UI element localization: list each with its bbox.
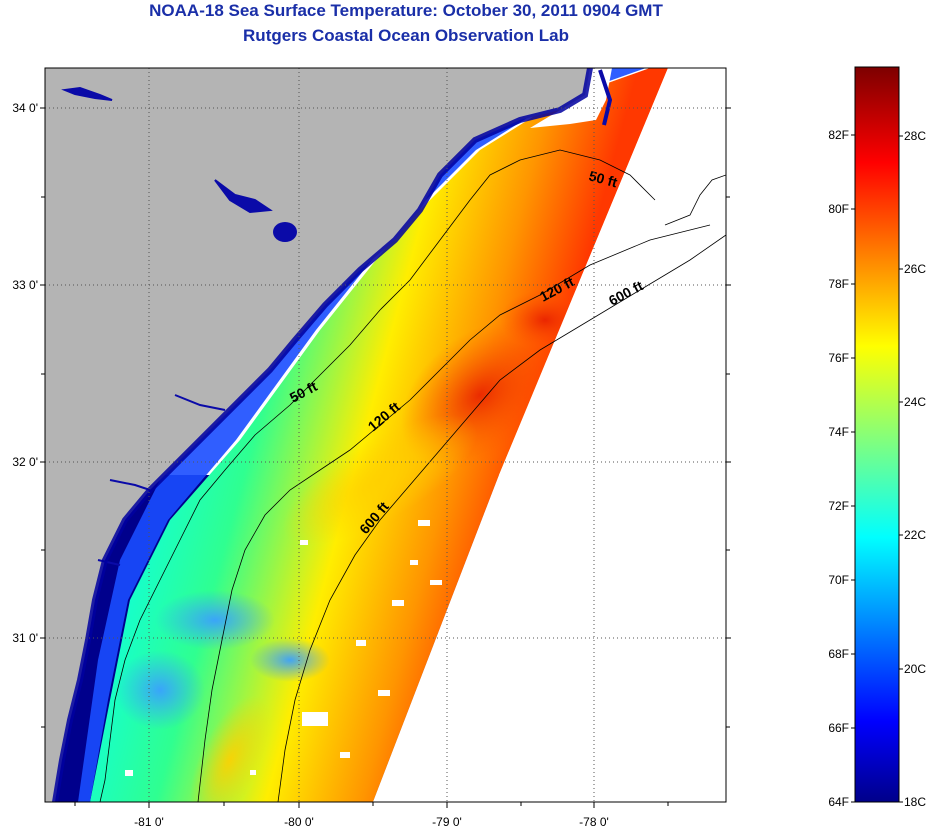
lat-label-32: 32 0'	[12, 455, 38, 469]
colorbar-c-labels: 28C 26C 24C 22C 20C 18C	[904, 129, 926, 809]
no-data-region	[373, 68, 726, 802]
estuaries	[61, 69, 613, 566]
south-cool-patch-2	[250, 638, 330, 682]
south-yellow-streak	[189, 695, 271, 802]
cb-label-70f: 70F	[828, 573, 849, 587]
colorbar-ticks	[851, 134, 903, 803]
cb-label-24c: 24C	[904, 395, 926, 409]
cb-label-68f: 68F	[828, 647, 849, 661]
contour-600ft	[277, 234, 726, 802]
coastline-edge	[52, 68, 593, 802]
lon-label-79: -79 0'	[432, 815, 462, 829]
south-cool-patch-3	[115, 650, 205, 730]
south-cool-patch-1	[155, 590, 275, 650]
lat-label-34: 34 0'	[12, 101, 38, 115]
lat-label-31: 31 0'	[12, 631, 38, 645]
map-title: NOAA-18 Sea Surface Temperature: October…	[149, 1, 663, 20]
cb-label-72f: 72F	[828, 499, 849, 513]
cb-label-22c: 22C	[904, 528, 926, 542]
warm-band	[282, 415, 478, 545]
barrier-strip	[530, 68, 612, 128]
cb-label-26c: 26C	[904, 262, 926, 276]
cb-label-76f: 76F	[828, 351, 849, 365]
cb-label-18c: 18C	[904, 795, 926, 809]
plot-frame	[44, 67, 727, 803]
cb-label-80f: 80F	[828, 202, 849, 216]
contour-label-50ft-north: 50 ft	[587, 167, 619, 190]
axis-ticks	[40, 107, 731, 808]
cb-label-20c: 20C	[904, 662, 926, 676]
map-subtitle: Rutgers Coastal Ocean Observation Lab	[243, 26, 569, 45]
cloud-gaps	[125, 520, 442, 776]
cb-label-66f: 66F	[828, 721, 849, 735]
contour-offshore-outline	[664, 174, 726, 226]
lat-label-33: 33 0'	[12, 278, 38, 292]
lon-label-80: -80 0'	[284, 815, 314, 829]
contour-120ft	[197, 224, 711, 802]
cb-label-64f: 64F	[828, 795, 849, 809]
contour-50ft	[99, 149, 656, 802]
lon-label-81: -81 0'	[134, 815, 164, 829]
cb-label-78f: 78F	[828, 277, 849, 291]
graticule	[45, 68, 726, 802]
land-mass	[45, 68, 590, 802]
cb-label-74f: 74F	[828, 425, 849, 439]
lon-label-78: -78 0'	[579, 815, 609, 829]
colorbar-f-labels: 82F 80F 78F 76F 74F 72F 70F 68F 66F 64F	[828, 128, 849, 809]
cb-label-82f: 82F	[828, 128, 849, 142]
cb-label-28c: 28C	[904, 129, 926, 143]
colorbar	[854, 66, 900, 803]
